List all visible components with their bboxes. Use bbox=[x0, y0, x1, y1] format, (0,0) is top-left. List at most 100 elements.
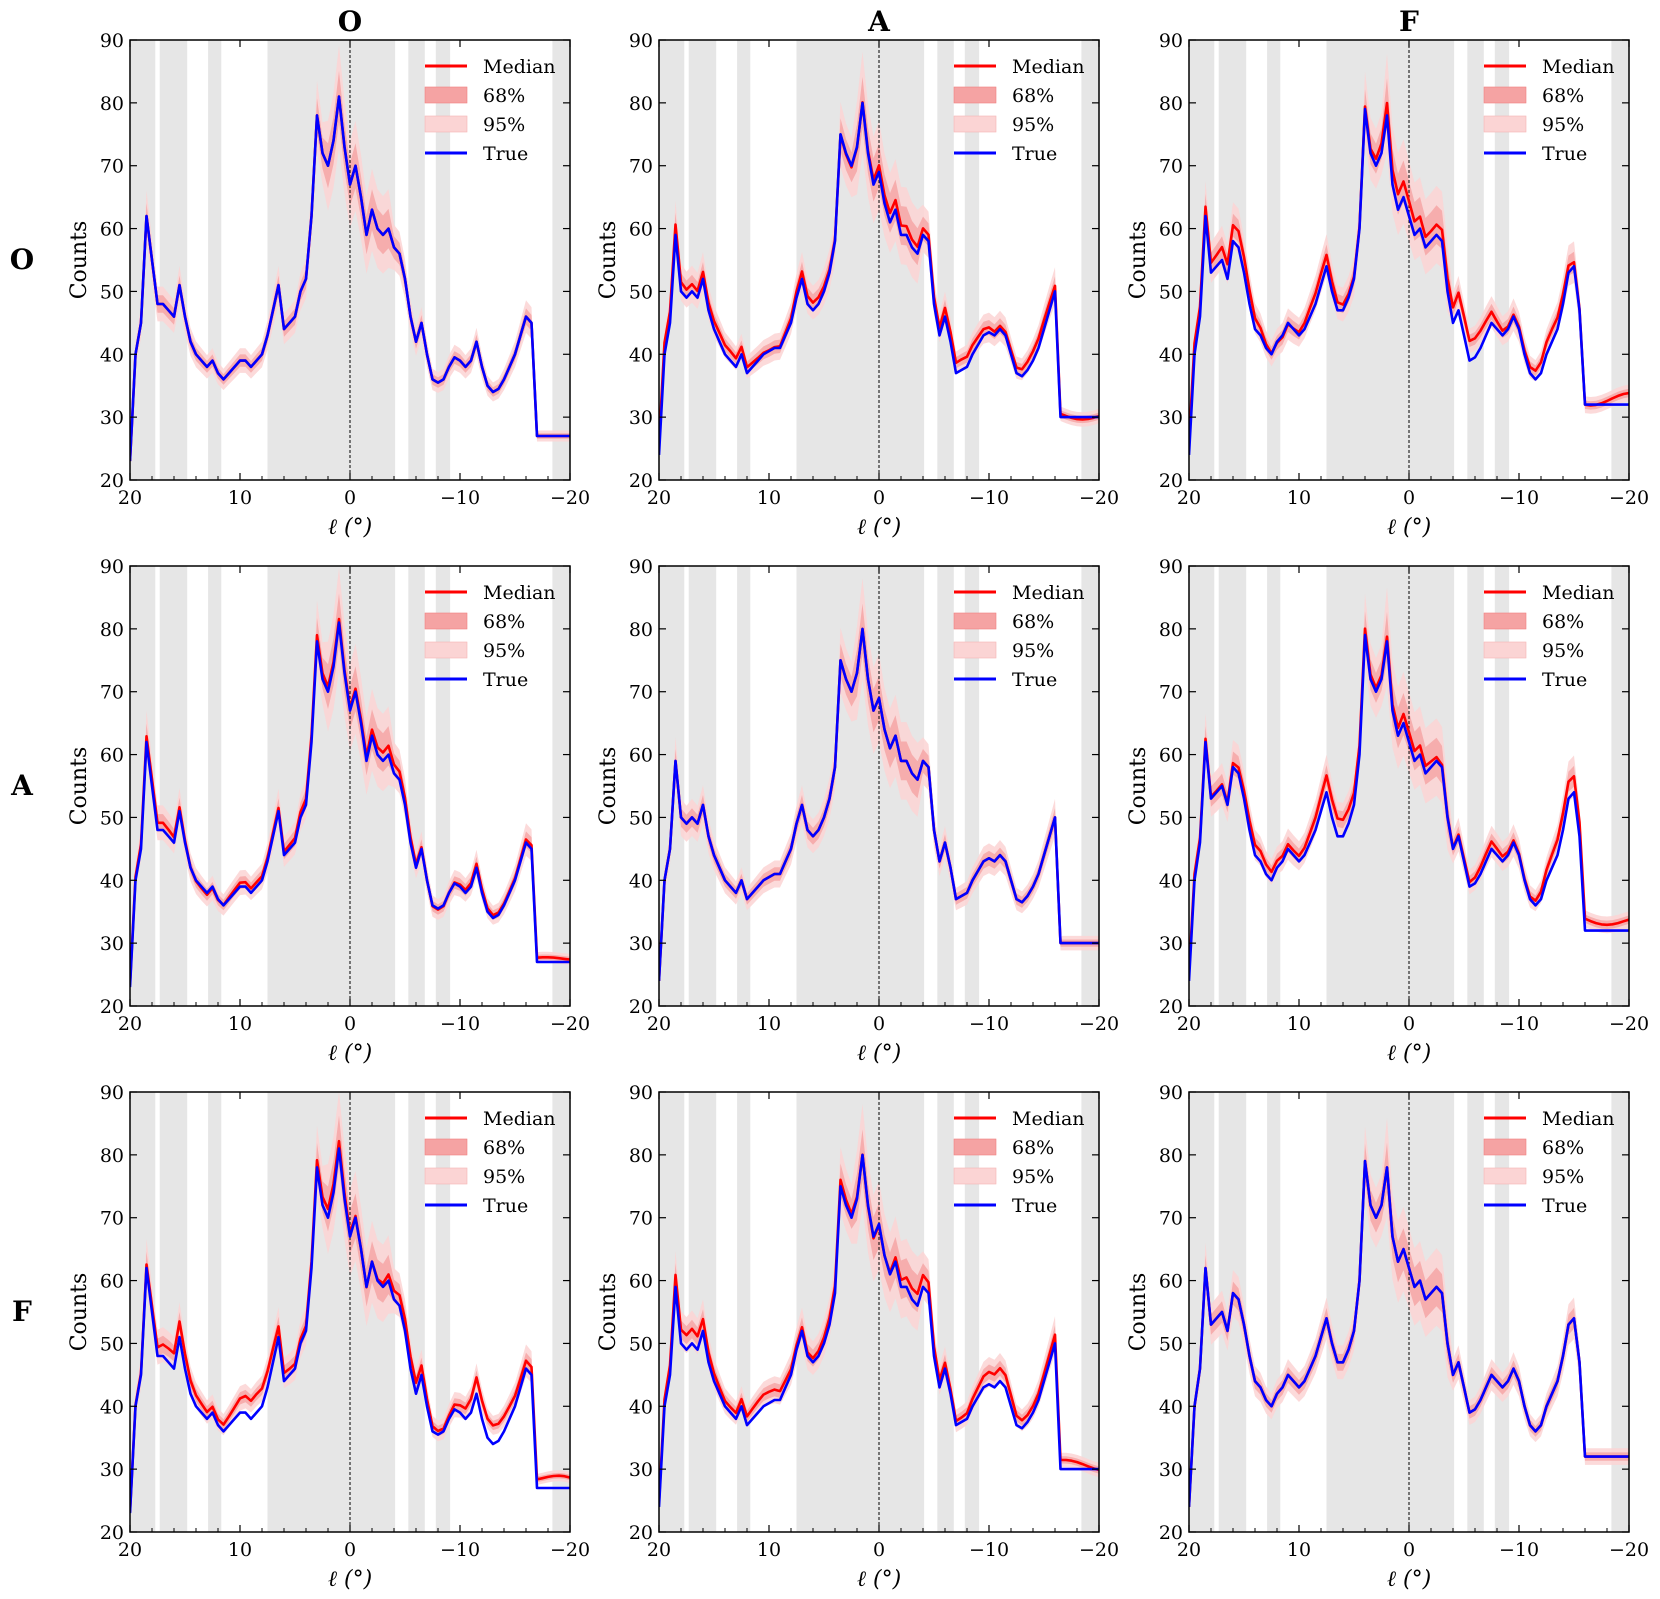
legend-label: 68% bbox=[1012, 611, 1054, 633]
y-tick-label: 30 bbox=[629, 1459, 653, 1481]
legend-label: Median bbox=[1012, 1108, 1085, 1130]
legend-label: 68% bbox=[1012, 1137, 1054, 1159]
y-tick-label: 90 bbox=[629, 30, 653, 52]
legend-swatch-95 bbox=[953, 1167, 997, 1185]
x-axis-label: ℓ (°) bbox=[328, 1567, 372, 1592]
column-title-1: O bbox=[338, 5, 362, 38]
legend-label: Median bbox=[483, 582, 556, 604]
legend-label: 68% bbox=[1542, 611, 1584, 633]
y-tick-label: 30 bbox=[100, 407, 124, 429]
y-tick-label: 70 bbox=[1159, 156, 1183, 178]
x-tick-label: −20 bbox=[1079, 1013, 1119, 1035]
mask-band-3 bbox=[737, 1092, 751, 1532]
y-tick-label: 50 bbox=[100, 807, 124, 829]
panel-r3-c1: 20 30 40 50 60 70 80 90 20 10 0 −10 −20 ℓ (°) Counts Me… bbox=[67, 1082, 590, 1592]
plot-area bbox=[1189, 1092, 1629, 1532]
panel-r2-c2: 20 30 40 50 60 70 80 90 20 10 0 −10 −20 ℓ (°) Counts Me… bbox=[596, 556, 1119, 1066]
x-tick-label: 10 bbox=[1287, 1539, 1311, 1561]
y-tick-label: 30 bbox=[629, 407, 653, 429]
true-line bbox=[130, 621, 570, 988]
x-tick-label: 0 bbox=[344, 1013, 356, 1035]
x-tick-label: 10 bbox=[228, 487, 252, 509]
legend-label: 95% bbox=[1542, 1166, 1584, 1188]
y-tick-label: 80 bbox=[100, 93, 124, 115]
x-tick-label: 20 bbox=[118, 487, 142, 509]
y-tick-label: 70 bbox=[100, 682, 124, 704]
y-tick-label: 40 bbox=[629, 870, 653, 892]
legend-label: 68% bbox=[483, 85, 525, 107]
x-tick-label: −20 bbox=[550, 1013, 590, 1035]
x-tick-label: −10 bbox=[440, 1539, 480, 1561]
mask-band-1 bbox=[659, 566, 685, 1006]
panel-r1-c2: 20 30 40 50 60 70 80 90 20 10 0 −10 −20 ℓ (°) Counts Me… bbox=[596, 30, 1119, 540]
true-line bbox=[659, 627, 1099, 981]
x-axis-label: ℓ (°) bbox=[857, 1041, 901, 1066]
legend-swatch-68 bbox=[1483, 1138, 1527, 1156]
legend-swatch-95 bbox=[953, 115, 997, 133]
legend-label: Median bbox=[1542, 1108, 1615, 1130]
y-tick-label: 80 bbox=[1159, 619, 1183, 641]
x-tick-label: −10 bbox=[969, 1013, 1009, 1035]
legend-swatch-68 bbox=[424, 1138, 468, 1156]
y-tick-label: 30 bbox=[100, 933, 124, 955]
y-tick-label: 90 bbox=[100, 1082, 124, 1104]
legend: Median 68% 95% True bbox=[1483, 56, 1615, 165]
y-tick-label: 90 bbox=[1159, 556, 1183, 578]
legend: Median 68% 95% True bbox=[953, 582, 1085, 691]
x-tick-label: 0 bbox=[1403, 1539, 1415, 1561]
mask-band-2 bbox=[159, 566, 188, 1006]
x-axis-label: ℓ (°) bbox=[328, 1041, 372, 1066]
mask-band-6 bbox=[1494, 566, 1510, 1006]
mask-band-6 bbox=[1494, 1092, 1510, 1532]
mask-band-3 bbox=[208, 40, 222, 480]
y-tick-label: 20 bbox=[1159, 996, 1183, 1018]
y-axis-label: Counts bbox=[596, 747, 621, 826]
mask-band-3 bbox=[737, 40, 751, 480]
y-tick-label: 30 bbox=[1159, 407, 1183, 429]
y-tick-label: 60 bbox=[629, 1271, 653, 1293]
legend-swatch-68 bbox=[953, 86, 997, 104]
y-tick-label: 50 bbox=[1159, 281, 1183, 303]
y-tick-label: 40 bbox=[1159, 344, 1183, 366]
y-tick-label: 30 bbox=[100, 1459, 124, 1481]
x-tick-label: 20 bbox=[118, 1539, 142, 1561]
legend: Median 68% 95% True bbox=[953, 1108, 1085, 1217]
y-tick-label: 80 bbox=[629, 93, 653, 115]
band-68 bbox=[1189, 78, 1629, 444]
plot-area bbox=[659, 1092, 1099, 1532]
legend: Median 68% 95% True bbox=[1483, 582, 1615, 691]
legend-swatch-68 bbox=[953, 1138, 997, 1156]
y-tick-label: 30 bbox=[1159, 1459, 1183, 1481]
legend-swatch-95 bbox=[424, 115, 468, 133]
y-tick-label: 40 bbox=[100, 344, 124, 366]
mask-band-7 bbox=[1081, 40, 1099, 480]
x-tick-label: −20 bbox=[1609, 1539, 1649, 1561]
y-tick-label: 90 bbox=[100, 556, 124, 578]
panel-r2-c3: 20 30 40 50 60 70 80 90 20 10 0 −10 −20 ℓ (°) Counts Me… bbox=[1126, 556, 1649, 1066]
y-tick-label: 50 bbox=[629, 281, 653, 303]
legend-label: True bbox=[1012, 669, 1057, 691]
legend-label: True bbox=[1012, 143, 1057, 165]
y-tick-label: 40 bbox=[100, 1396, 124, 1418]
legend-swatch-95 bbox=[1483, 115, 1527, 133]
y-tick-label: 30 bbox=[1159, 933, 1183, 955]
true-line bbox=[659, 1153, 1099, 1507]
x-axis-label: ℓ (°) bbox=[857, 1567, 901, 1592]
mask-band-6 bbox=[964, 40, 980, 480]
y-tick-label: 50 bbox=[100, 1333, 124, 1355]
mask-band-6 bbox=[435, 566, 451, 1006]
x-tick-label: 0 bbox=[873, 487, 885, 509]
x-tick-label: 20 bbox=[647, 1013, 671, 1035]
y-tick-label: 40 bbox=[629, 344, 653, 366]
y-tick-label: 80 bbox=[1159, 1145, 1183, 1167]
legend-label: 95% bbox=[1542, 114, 1584, 136]
legend-swatch-68 bbox=[1483, 86, 1527, 104]
legend-swatch-68 bbox=[1483, 612, 1527, 630]
x-tick-label: 20 bbox=[1177, 1013, 1201, 1035]
mask-band-6 bbox=[1494, 40, 1510, 480]
band-68 bbox=[659, 603, 1099, 983]
x-tick-label: 0 bbox=[873, 1013, 885, 1035]
x-tick-label: −20 bbox=[1079, 487, 1119, 509]
y-tick-label: 80 bbox=[629, 1145, 653, 1167]
